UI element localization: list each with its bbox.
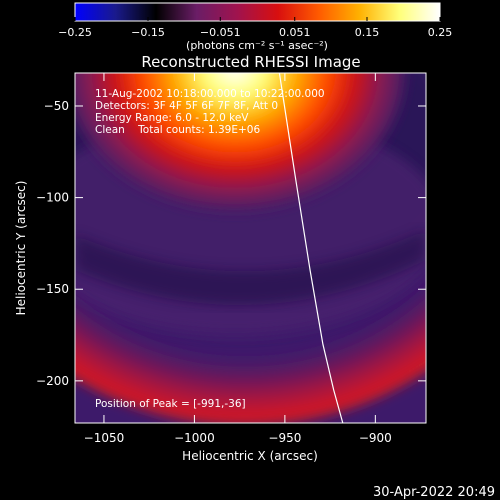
y-axis-label: Heliocentric Y (arcsec): [14, 181, 28, 316]
chart-title: Reconstructed RHESSI Image: [141, 53, 360, 71]
y-axis-ticks: −50 −100 −150 −200: [36, 99, 426, 388]
colorbar-tick-label: −0.15: [131, 26, 165, 39]
x-tick-label: −900: [359, 431, 392, 445]
colorbar: −0.25 −0.15 −0.051 0.051 0.15 0.25 (photons c…: [58, 2, 452, 52]
dark-band: [75, 230, 426, 306]
x-tick-label: −1000: [174, 431, 215, 445]
colorbar-tick-label: −0.051: [200, 26, 241, 39]
y-tick-label: −50: [44, 99, 69, 113]
y-tick-label: −150: [36, 282, 69, 296]
y-tick-label: −200: [36, 374, 69, 388]
x-tick-label: −950: [268, 431, 301, 445]
annotation-energy: Energy Range: 6.0 - 12.0 keV: [95, 112, 249, 124]
image-plot: −1050 −1000 −950 −900 −50 −100 −150 −200 11-Au…: [36, 72, 427, 445]
colorbar-ticks: −0.25 −0.15 −0.051 0.051 0.15 0.25: [58, 17, 452, 39]
timestamp: 30-Apr-2022 20:49: [373, 485, 495, 500]
annotation-block: 11-Aug-2002 10:18:00.000 to 10:22:00.000…: [95, 88, 325, 136]
solar-limb-curve: [278, 73, 344, 423]
colorbar-tick-label: 0.25: [428, 26, 453, 39]
annotation-time: 11-Aug-2002 10:18:00.000 to 10:22:00.000: [95, 88, 325, 100]
colorbar-gradient: [74, 2, 441, 22]
annotation-counts: Clean Total counts: 1.39E+06: [95, 124, 260, 136]
x-axis-label: Heliocentric X (arcsec): [182, 449, 318, 463]
colorbar-units-label: (photons cm⁻² s⁻¹ asec⁻²): [186, 39, 328, 52]
y-tick-label: −100: [36, 191, 69, 205]
colorbar-tick-label: 0.15: [355, 26, 380, 39]
peak-position-label: Position of Peak = [-991,-36]: [95, 398, 246, 410]
colorbar-tick-label: 0.051: [279, 26, 311, 39]
bright-source: [75, 73, 405, 210]
colorbar-tick-label: −0.25: [58, 26, 92, 39]
plot-frame: [74, 72, 427, 424]
x-axis-ticks: −1050 −1000 −950 −900: [84, 73, 392, 445]
annotation-detectors: Detectors: 3F 4F 5F 6F 7F 8F, Att 0: [95, 100, 278, 112]
x-tick-label: −1050: [84, 431, 125, 445]
